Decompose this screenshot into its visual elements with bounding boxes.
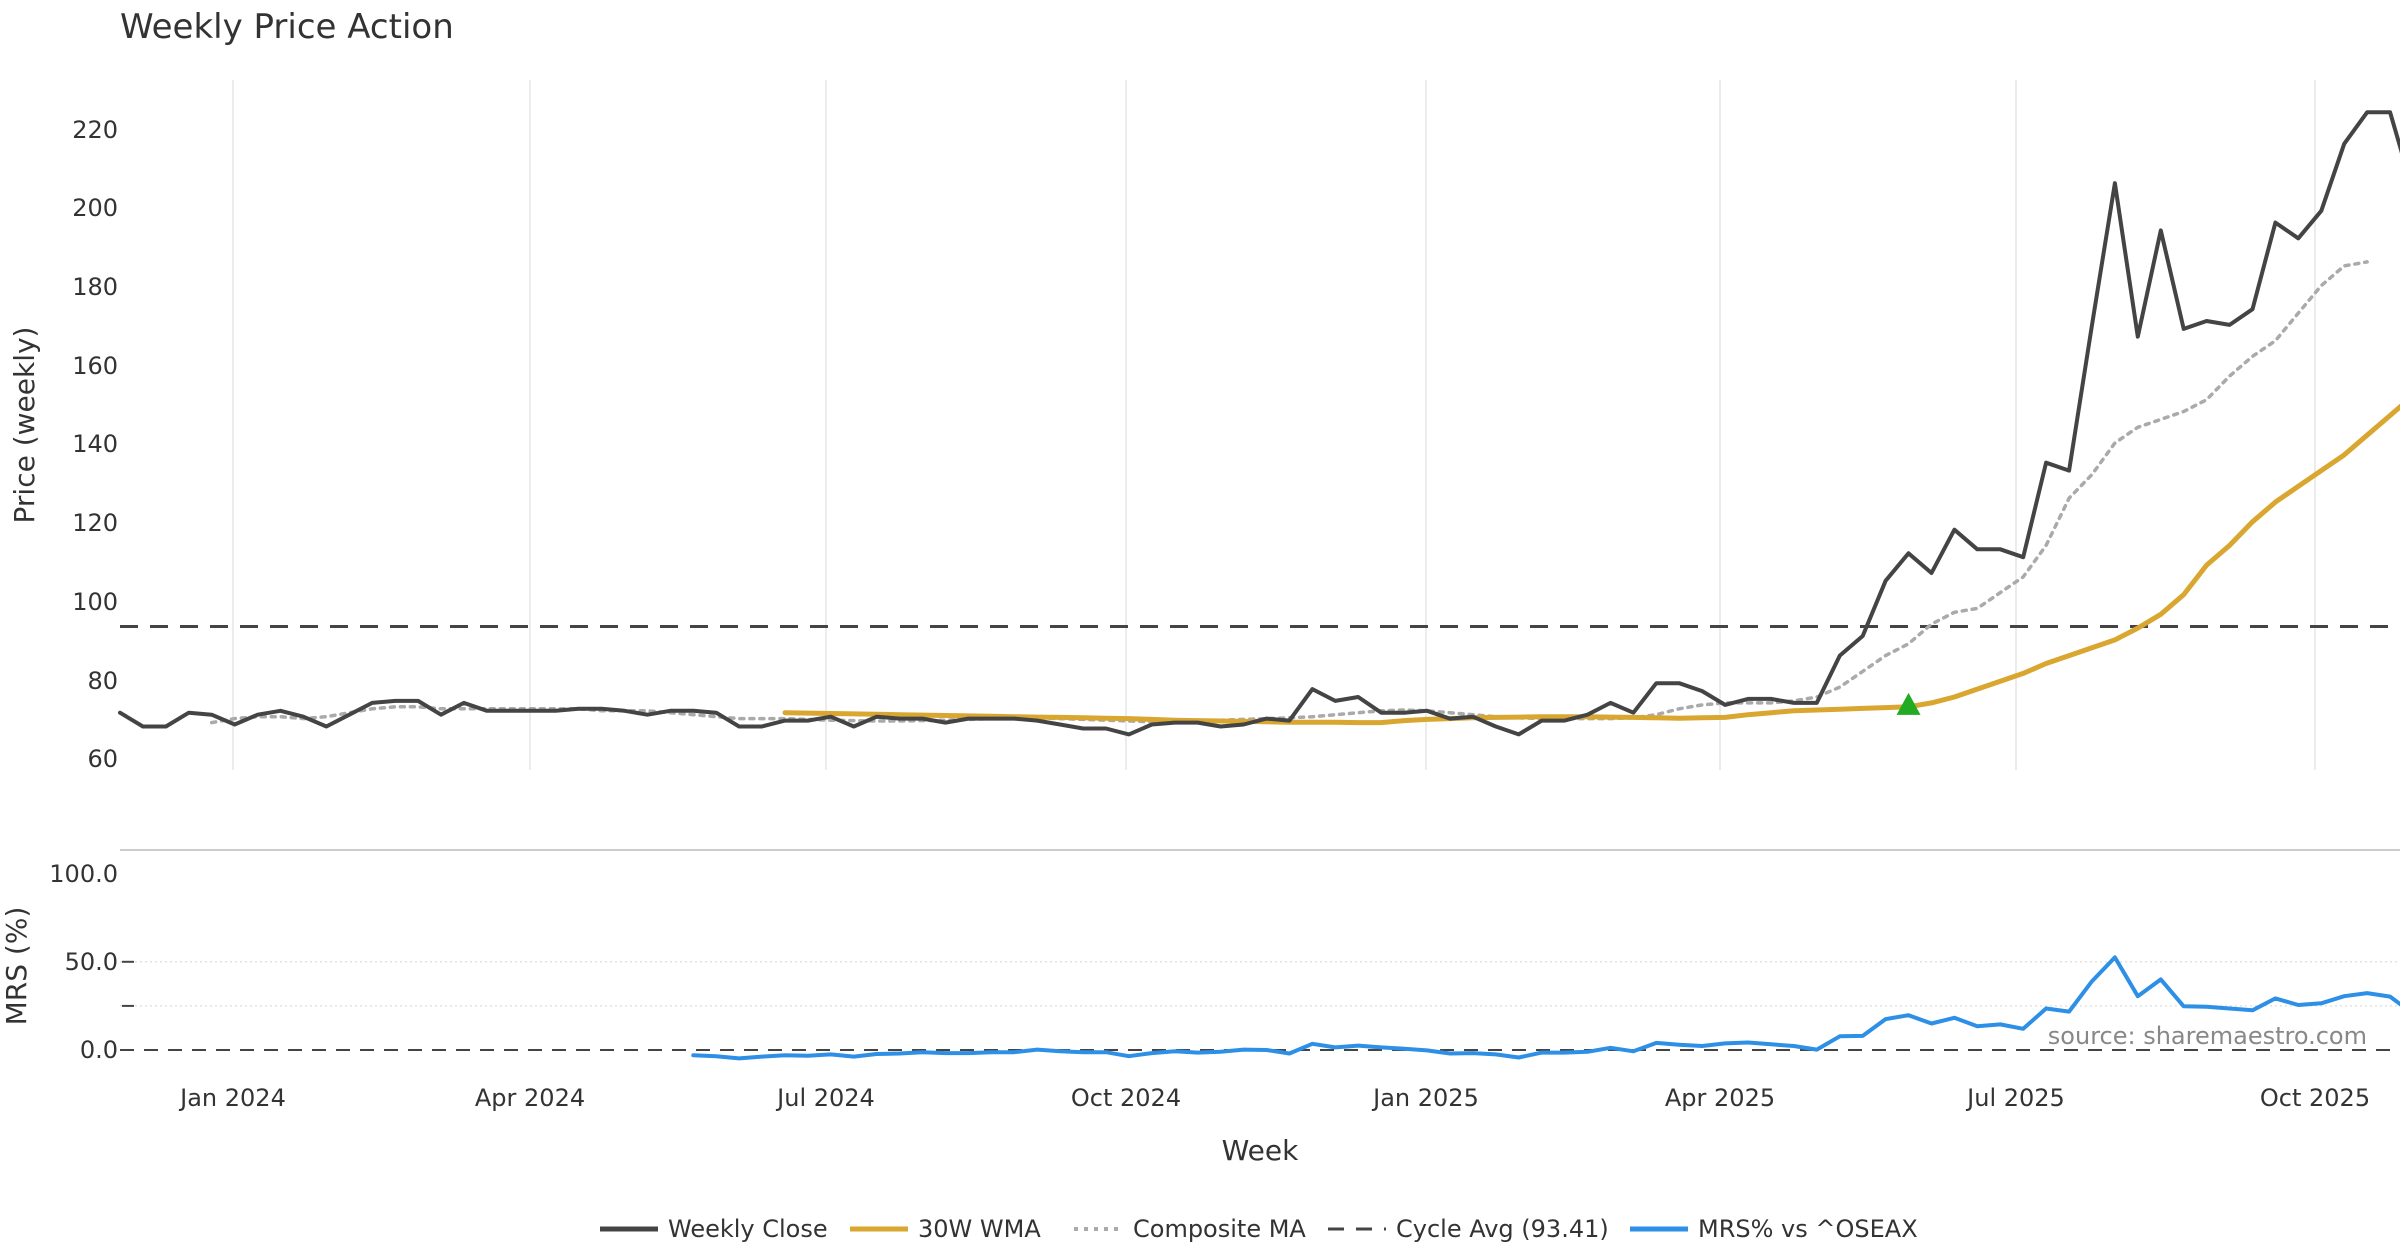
x-tick: Jan 2025	[1371, 1084, 1479, 1112]
x-tick: Apr 2024	[475, 1084, 585, 1112]
mrs-y-tick: 0.0	[80, 1036, 118, 1064]
x-tick: Jan 2024	[178, 1084, 286, 1112]
x-tick: Oct 2024	[1071, 1084, 1181, 1112]
legend-label: Weekly Close	[668, 1215, 828, 1243]
price-y-tick: 80	[87, 667, 118, 695]
price-axis-label: Price (weekly)	[8, 327, 41, 524]
legend-label: Composite MA	[1133, 1215, 1306, 1243]
price-y-tick: 60	[87, 745, 118, 773]
legend-item-cycle-avg: Cycle Avg (93.41)	[1328, 1215, 1609, 1243]
legend-item-composite-ma: Composite MA	[1074, 1215, 1306, 1243]
x-tick: Jul 2025	[1965, 1084, 2065, 1112]
price-y-tick: 220	[72, 116, 118, 144]
price-y-tick: 180	[72, 273, 118, 301]
x-axis-label: Week	[1222, 1134, 1299, 1167]
mrs-y-tick: 50.0	[65, 948, 118, 976]
30w-wma-line	[782, 403, 2400, 726]
price-y-tick: 200	[72, 194, 118, 222]
legend-label: Cycle Avg (93.41)	[1396, 1215, 1609, 1243]
legend: Weekly Close 30W WMA Composite MA Cycle …	[600, 1215, 1918, 1243]
mrs-y-tick: 100.0	[49, 860, 118, 888]
composite-ma-line	[209, 260, 2369, 725]
legend-item-mrs: MRS% vs ^OSEAX	[1630, 1215, 1918, 1243]
legend-label: MRS% vs ^OSEAX	[1698, 1215, 1918, 1243]
price-y-tick: 160	[72, 352, 118, 380]
x-ticks: Jan 2024 Apr 2024 Jul 2024 Oct 2024 Jan …	[178, 1084, 2370, 1112]
price-y-ticks: 60 80 100 120 140 160 180 200 220	[72, 116, 118, 773]
price-y-tick: 100	[72, 588, 118, 616]
signal-marker-triangle	[1896, 692, 1921, 715]
source-note: source: sharemaestro.com	[2048, 1022, 2367, 1050]
mrs-axis-label: MRS (%)	[0, 907, 33, 1026]
legend-item-weekly-close: Weekly Close	[600, 1215, 828, 1243]
mrs-line	[691, 955, 2400, 1061]
x-tick: Oct 2025	[2260, 1084, 2370, 1112]
price-y-tick: 120	[72, 509, 118, 537]
chart-title: Weekly Price Action	[120, 7, 454, 47]
price-y-tick: 140	[72, 430, 118, 458]
legend-label: 30W WMA	[918, 1215, 1041, 1243]
weekly-close-line	[118, 110, 2400, 737]
x-tick: Apr 2025	[1665, 1084, 1775, 1112]
legend-item-30w-wma: 30W WMA	[850, 1215, 1041, 1243]
mrs-y-ticks: 0.0 50.0 100.0	[49, 860, 118, 1064]
x-tick: Jul 2024	[775, 1084, 875, 1112]
